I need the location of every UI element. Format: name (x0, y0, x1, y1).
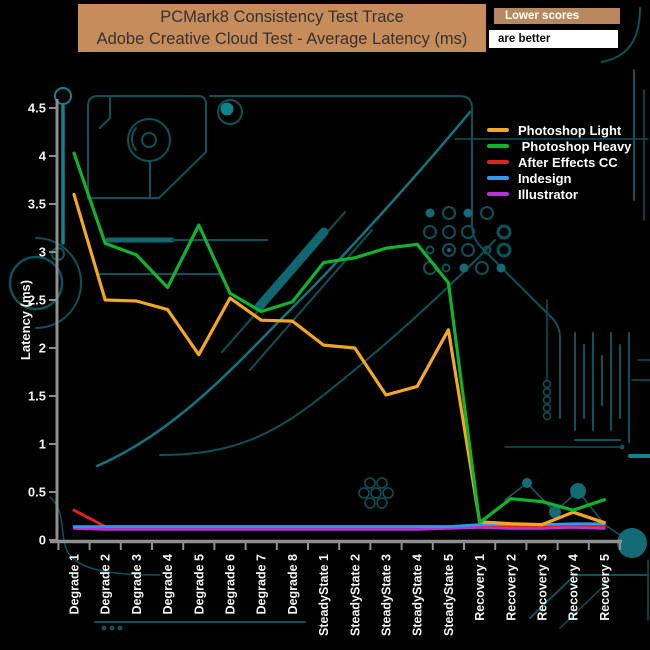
x-tick-label: Degrade 4 (161, 554, 175, 614)
x-tick-label: Degrade 3 (130, 554, 144, 614)
x-axis-ticks (57, 543, 621, 550)
legend-swatch (487, 160, 509, 164)
legend-label: After Effects CC (518, 154, 618, 170)
legend-label: Photoshop Heavy (518, 138, 632, 154)
are-better-badge: are better (489, 30, 618, 48)
y-tick-label: 2.5 (28, 293, 46, 308)
legend-swatch (487, 176, 509, 180)
legend-label: Indesign (518, 170, 572, 186)
chart-title-box: PCMark8 Consistency Test Trace Adobe Cre… (78, 4, 486, 52)
x-tick-label: SteadyState 2 (348, 554, 362, 636)
chart-title-line2: Adobe Creative Cloud Test - Average Late… (96, 30, 468, 48)
x-tick-label: Degrade 6 (224, 554, 238, 614)
y-axis-labels: 0 0.5 1 1.5 2 2.5 3 3.5 4 4.5 (28, 101, 47, 548)
y-tick-label: 4.5 (28, 101, 46, 116)
y-tick-label: 4 (39, 149, 47, 164)
x-tick-label: SteadyState 5 (442, 554, 456, 636)
y-tick-label: 0.5 (28, 485, 46, 500)
legend-swatch (487, 128, 509, 132)
x-tick-label: Degrade 2 (99, 554, 113, 614)
x-axis-labels: Degrade 1 Degrade 2 Degrade 3 Degrade 4 Degr… (68, 554, 612, 636)
x-tick-label: SteadyState 1 (317, 554, 331, 636)
series-line-photoshop-light (72, 192, 607, 527)
x-tick-label: Recovery 5 (598, 554, 612, 621)
legend-item: Illustrator (487, 186, 631, 202)
x-tick-label: Degrade 1 (68, 554, 82, 614)
x-tick-label: SteadyState 4 (411, 554, 425, 636)
y-tick-label: 3 (39, 245, 46, 260)
legend-item: Photoshop Light (487, 122, 631, 138)
x-tick-label: SteadyState 3 (380, 554, 394, 636)
y-axis-ticks (49, 107, 57, 541)
chart-legend: Photoshop Light Photoshop Heavy After Eff… (487, 122, 631, 202)
x-tick-label: Recovery 2 (504, 554, 518, 621)
legend-item: Photoshop Heavy (487, 138, 631, 154)
chart-title-line1: PCMark8 Consistency Test Trace (160, 8, 404, 26)
circuit-traces (8, 7, 650, 631)
x-tick-label: Recovery 1 (473, 554, 487, 621)
legend-item: After Effects CC (487, 154, 631, 170)
x-tick-label: Degrade 5 (192, 554, 206, 614)
series-line-illustrator (72, 526, 606, 531)
y-axis-title: Latency (ms) (18, 280, 33, 360)
legend-swatch (487, 192, 509, 196)
y-tick-label: 1.5 (28, 389, 46, 404)
x-tick-label: Degrade 7 (255, 554, 269, 614)
y-tick-label: 0 (39, 533, 46, 548)
legend-label: Illustrator (518, 186, 578, 202)
y-tick-label: 1 (39, 437, 46, 452)
lower-scores-badge: Lower scores (494, 8, 620, 24)
series-line-photoshop-heavy (72, 151, 607, 525)
axes (50, 99, 622, 544)
y-tick-label: 3.5 (28, 197, 46, 212)
x-tick-label: Recovery 4 (567, 554, 581, 621)
x-tick-label: Degrade 8 (286, 554, 300, 614)
legend-label: Photoshop Light (518, 122, 622, 138)
y-tick-label: 2 (39, 341, 46, 356)
x-tick-label: Recovery 3 (536, 554, 550, 621)
legend-item: Indesign (487, 170, 631, 186)
legend-swatch (487, 144, 509, 148)
series-lines (72, 151, 607, 531)
